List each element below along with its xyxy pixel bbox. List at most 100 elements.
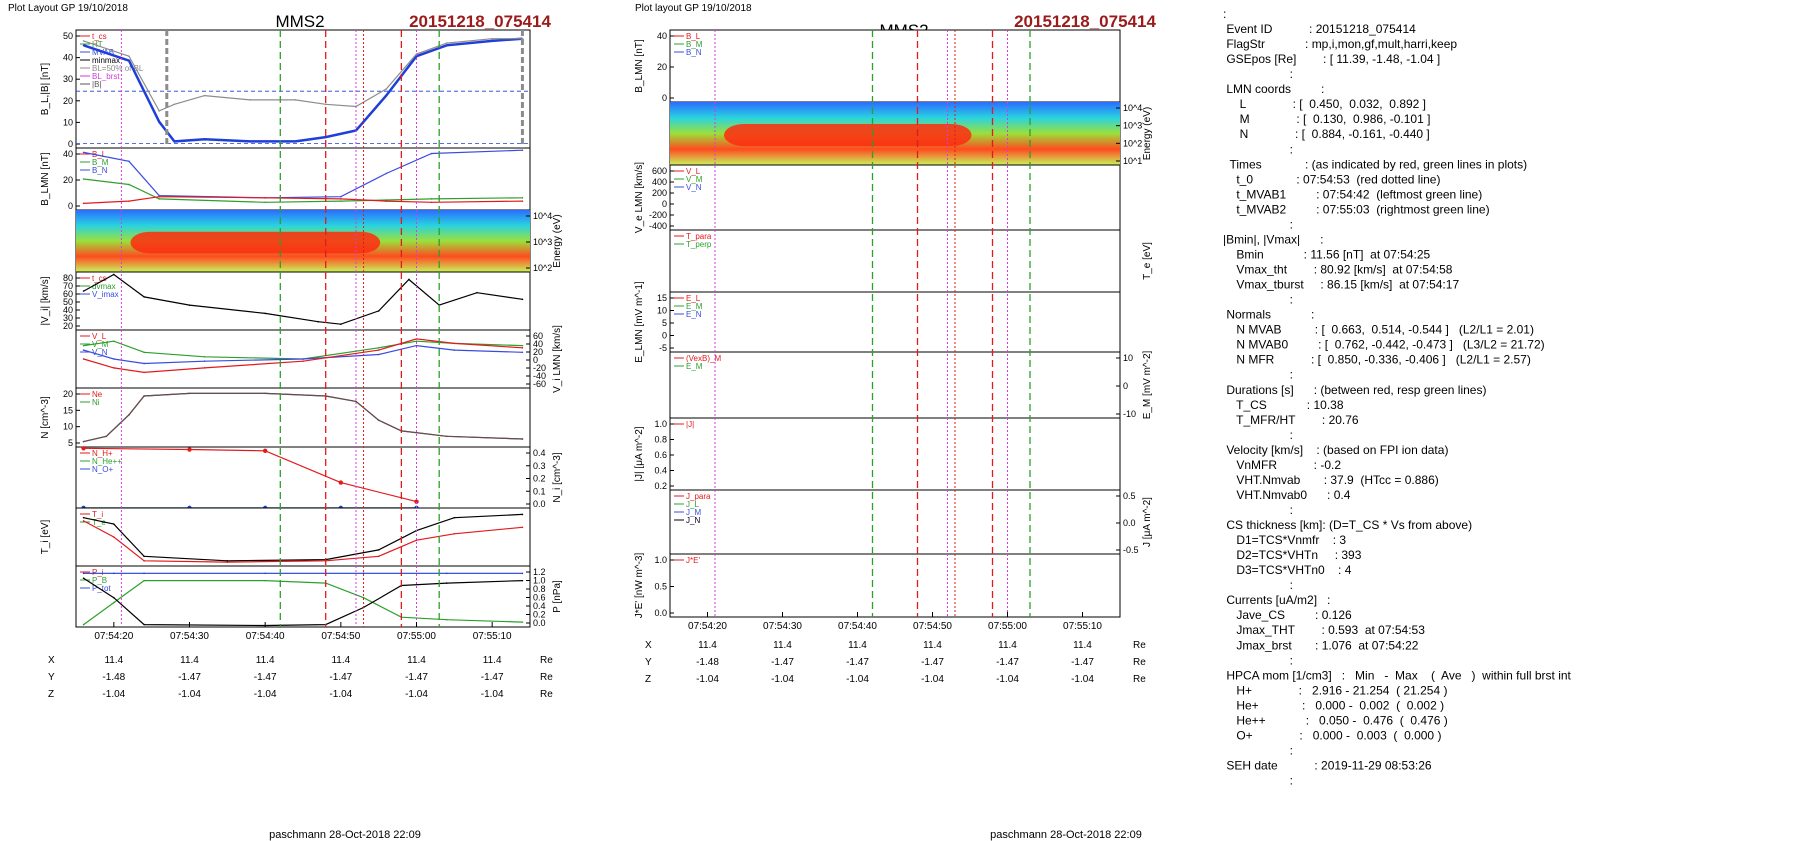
mid-legend-label: (VexB)_M bbox=[686, 354, 721, 363]
left-series-point bbox=[143, 371, 145, 374]
left-series-point bbox=[82, 440, 85, 443]
info-line: CS thickness [km]: (D=T_CS * Vs from abo… bbox=[1223, 518, 1472, 532]
left-event-title: 20151218_075414 bbox=[409, 12, 551, 31]
left-series-point bbox=[324, 103, 327, 106]
mid-time-tick-label: 07:54:50 bbox=[913, 621, 952, 632]
info-line: VHT.Nmvab0 : 0.4 bbox=[1223, 488, 1351, 502]
left-panel-frame bbox=[75, 446, 531, 509]
left-series-point bbox=[158, 120, 161, 123]
info-line: LMN coords : bbox=[1223, 82, 1324, 96]
mid-right-label: E_M [mV m^-2] bbox=[1142, 350, 1153, 419]
left-series-point bbox=[187, 447, 192, 452]
left-series-point bbox=[113, 596, 115, 599]
mid-position-row-label: X bbox=[645, 640, 652, 651]
left-position-value: -1.47 bbox=[405, 672, 428, 683]
left-rtick-label: 20 bbox=[533, 347, 543, 357]
mid-event-title: 20151218_075414 bbox=[1014, 12, 1156, 31]
info-line: t_0 : 07:54:53 (red dotted line) bbox=[1223, 172, 1440, 186]
left-series-point bbox=[173, 103, 176, 106]
mid-ytick-label: 0.0 bbox=[654, 608, 667, 618]
left-series-point bbox=[355, 400, 357, 403]
left-series-point bbox=[453, 516, 456, 519]
left-series-point bbox=[226, 560, 229, 562]
left-series-line bbox=[83, 38, 523, 112]
left-rtick-label: 10^4 bbox=[533, 211, 552, 221]
left-ytick-label: 10 bbox=[63, 422, 73, 432]
left-series-point bbox=[143, 296, 145, 298]
mid-panel-1: 0 20 40 B_LMN [nT] B_LB_MB_N bbox=[634, 29, 1121, 103]
mid-ylabel: J*E' [nW m^-3] bbox=[634, 553, 645, 619]
left-series-point bbox=[158, 194, 161, 197]
left-series-point bbox=[82, 572, 85, 575]
mid-rtick-label: 10^2 bbox=[1123, 138, 1142, 148]
mid-ylabel: |J| [μA m^-2] bbox=[634, 426, 645, 481]
mid-position-row-label: Y bbox=[645, 657, 652, 668]
left-legend-label: Ne bbox=[92, 390, 103, 399]
left-legend-label: B_M bbox=[92, 158, 109, 167]
mid-ytick-label: 15 bbox=[657, 293, 667, 303]
info-line: : bbox=[1223, 743, 1293, 757]
mid-position-value: -1.47 bbox=[846, 657, 869, 668]
left-legend-label: P_i bbox=[92, 568, 104, 577]
left-series-line bbox=[83, 149, 523, 199]
mid-ytick-label: 0.8 bbox=[654, 435, 667, 445]
left-series-point bbox=[128, 414, 130, 416]
mid-rtick-label: 10^3 bbox=[1123, 121, 1142, 131]
left-spectrogram-core bbox=[130, 231, 381, 254]
left-right-label: P [nPa] bbox=[552, 580, 563, 613]
left-ytick-label: 40 bbox=[63, 53, 73, 63]
left-ytick-label: 50 bbox=[63, 31, 73, 41]
left-series-point bbox=[264, 312, 266, 315]
left-series-point bbox=[521, 513, 524, 516]
left-position-value: -1.47 bbox=[481, 672, 504, 683]
left-series-point bbox=[294, 99, 297, 101]
left-series-point bbox=[143, 351, 145, 354]
mid-position-value: -1.48 bbox=[696, 657, 719, 668]
left-rtick-label: 10^3 bbox=[533, 237, 552, 247]
left-footer: paschmann 28-Oct-2018 22:09 bbox=[269, 829, 421, 841]
left-series-line bbox=[83, 392, 523, 443]
left-series-point bbox=[113, 340, 115, 342]
mid-position-value: -1.47 bbox=[921, 657, 944, 668]
mid-time-tick-label: 07:54:30 bbox=[763, 621, 802, 632]
info-line: Jave_CS : 0.126 bbox=[1223, 608, 1352, 622]
mid-position-value: -1.04 bbox=[996, 674, 1019, 685]
mid-panel-frame bbox=[669, 29, 1121, 103]
mid-position-unit: Re bbox=[1133, 674, 1146, 685]
mid-legend-label: B_N bbox=[686, 48, 702, 57]
left-rtick-label: 0.2 bbox=[533, 474, 546, 484]
mid-legend-label: B_M bbox=[686, 40, 703, 49]
left-series-point bbox=[113, 367, 115, 369]
left-spacecraft-title: MMS2 bbox=[275, 12, 324, 31]
left-rtick-label: 60 bbox=[533, 331, 543, 341]
info-line: L : [ 0.450, 0.032, 0.892 ] bbox=[1223, 97, 1426, 111]
left-legend-label: N_H+ bbox=[92, 449, 113, 458]
left-series-point bbox=[453, 342, 456, 345]
mid-ytick-label: -400 bbox=[649, 221, 667, 231]
left-right-label: Energy (eV) bbox=[552, 214, 563, 267]
event-info-block: : Event ID : 20151218_075414 FlagStr : m… bbox=[1223, 7, 1572, 788]
mid-plot-stack: 0 20 40 B_LMN [nT] B_LB_MB_N 10^1 10^2 10^3 10^4… bbox=[634, 29, 1153, 685]
mid-spectrogram-core bbox=[724, 124, 972, 147]
mid-position-value: 11.4 bbox=[1073, 640, 1092, 651]
left-series-point bbox=[521, 572, 524, 575]
left-panel-7: 0.0 0.1 0.2 0.3 0.4 N_i [cm^-3] N_H+N_He++N_O+ bbox=[75, 446, 563, 511]
left-series-point bbox=[521, 149, 524, 152]
mid-panel-frame bbox=[669, 229, 1121, 293]
mid-legend-label: J_L bbox=[686, 500, 699, 509]
mid-panel-frame bbox=[669, 164, 1121, 231]
left-layout-caption: Plot Layout GP 19/10/2018 bbox=[8, 3, 128, 14]
left-time-tick-label: 07:55:00 bbox=[397, 631, 436, 642]
left-rtick-label: 0.3 bbox=[533, 461, 546, 471]
mid-legend-label: B_L bbox=[686, 32, 701, 41]
left-ylabel: N [cm^-3] bbox=[40, 396, 51, 439]
info-line: : bbox=[1223, 503, 1293, 517]
left-series-point bbox=[143, 362, 145, 365]
left-series-point bbox=[113, 523, 115, 525]
left-series-point bbox=[143, 579, 145, 582]
info-line: : bbox=[1223, 67, 1293, 81]
info-line: FlagStr : mp,i,mon,gf,mult,harri,keep bbox=[1223, 37, 1457, 51]
